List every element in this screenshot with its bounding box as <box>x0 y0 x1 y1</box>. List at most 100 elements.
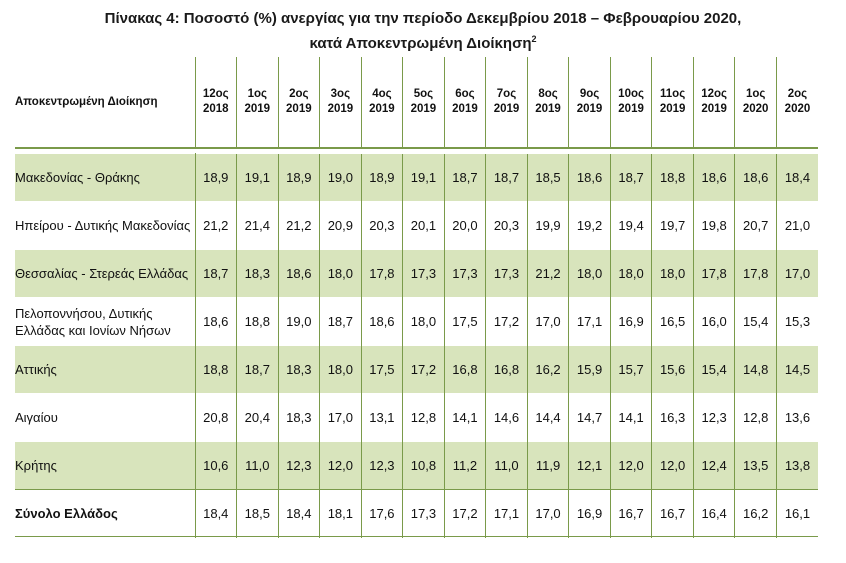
rate-cell: 20,9 <box>319 201 362 250</box>
rate-cell: 18,6 <box>194 297 237 346</box>
rate-cell: 13,6 <box>775 393 818 442</box>
rate-cell: 17,8 <box>360 249 403 298</box>
table-row: Πελοποννήσου, Δυτικής Ελλάδας και Ιονίων… <box>15 297 818 346</box>
rate-cell: 17,0 <box>526 489 569 538</box>
period-month: 5ος <box>413 88 434 100</box>
rate-cell: 18,9 <box>194 153 237 202</box>
rate-cell: 18,0 <box>319 249 362 298</box>
period-header: 9ος 2019 <box>568 57 611 149</box>
rate-cell: 19,9 <box>526 201 569 250</box>
rate-cell: 13,5 <box>734 441 777 490</box>
rate-cell: 18,3 <box>277 393 320 442</box>
period-header: 4ος 2019 <box>360 57 403 149</box>
rate-cell: 14,8 <box>734 345 777 394</box>
title-line-2-text: κατά Αποκεντρωμένη Διοίκηση <box>309 35 532 52</box>
rate-cell: 19,4 <box>609 201 652 250</box>
period-header: 12ος 2018 <box>194 57 237 149</box>
table-bottom-rule <box>15 536 818 537</box>
rate-cell: 18,6 <box>734 153 777 202</box>
period-year: 2020 <box>784 103 811 115</box>
rate-cell: 18,3 <box>277 345 320 394</box>
period-year: 2019 <box>576 103 603 115</box>
rate-cell: 18,4 <box>277 489 320 538</box>
rate-cell: 19,0 <box>277 297 320 346</box>
period-year: 2019 <box>286 103 312 115</box>
period-header: 2ος 2020 <box>775 57 818 149</box>
rate-cell: 14,6 <box>485 393 528 442</box>
rate-cell: 11,2 <box>443 441 486 490</box>
period-month: 12ος <box>701 88 728 100</box>
rate-cell: 17,0 <box>526 297 569 346</box>
period-month: 8ος <box>538 88 558 100</box>
rate-cell: 17,2 <box>402 345 445 394</box>
rate-cell: 17,5 <box>360 345 403 394</box>
rate-cell: 17,2 <box>443 489 486 538</box>
title-line-1: Πίνακας 4: Ποσοστό (%) ανεργίας για την … <box>104 10 742 27</box>
rate-cell: 17,8 <box>692 249 735 298</box>
table-title: Πίνακας 4: Ποσοστό (%) ανεργίας για την … <box>0 9 846 54</box>
rate-cell: 13,1 <box>360 393 403 442</box>
period-header: 12ος 2019 <box>692 57 735 149</box>
table-row: Ηπείρου - Δυτικής Μακεδονίας 21,2 21,4 21,2… <box>15 201 818 250</box>
rate-cell: 16,7 <box>609 489 652 538</box>
region-name: Σύνολο Ελλάδος <box>15 489 196 538</box>
period-month: 4ος <box>372 88 392 100</box>
rate-cell: 12,4 <box>692 441 735 490</box>
rate-cell: 16,3 <box>651 393 694 442</box>
period-header: 2ος 2019 <box>277 57 320 149</box>
rate-cell: 17,3 <box>443 249 486 298</box>
rate-cell: 17,1 <box>485 489 528 538</box>
period-header: 3ος 2019 <box>319 57 362 149</box>
region-name: Κρήτης <box>15 441 196 490</box>
table-row: Αιγαίου 20,8 20,4 18,3 17,0 13,1 12,8 14,1 14,6 1… <box>15 393 818 442</box>
period-month: 11ος <box>660 88 686 100</box>
rate-cell: 11,9 <box>526 441 569 490</box>
period-year: 2019 <box>452 103 478 115</box>
rate-cell: 17,6 <box>360 489 403 538</box>
rate-cell: 18,6 <box>277 249 320 298</box>
rate-cell: 18,4 <box>194 489 237 538</box>
rate-cell: 12,0 <box>651 441 694 490</box>
period-header: 10ος 2019 <box>609 57 652 149</box>
rate-cell: 16,8 <box>443 345 486 394</box>
period-month: 6ος <box>455 88 475 100</box>
period-month: 12ος <box>202 88 229 100</box>
rate-cell: 20,0 <box>443 201 486 250</box>
rate-cell: 19,8 <box>692 201 735 250</box>
rate-cell: 18,5 <box>236 489 279 538</box>
period-month: 2ος <box>289 88 309 100</box>
rate-cell: 13,8 <box>775 441 818 490</box>
rate-cell: 17,5 <box>443 297 486 346</box>
rate-cell: 14,1 <box>443 393 486 442</box>
rate-cell: 20,7 <box>734 201 777 250</box>
period-year: 2019 <box>244 103 271 115</box>
period-header: 1ος 2020 <box>734 57 777 149</box>
rate-cell: 20,4 <box>236 393 279 442</box>
rate-cell: 21,2 <box>194 201 237 250</box>
rate-cell: 20,8 <box>194 393 237 442</box>
rate-cell: 16,2 <box>526 345 569 394</box>
rate-cell: 16,0 <box>692 297 735 346</box>
rate-cell: 15,4 <box>734 297 777 346</box>
rate-cell: 18,9 <box>277 153 320 202</box>
rate-cell: 19,7 <box>651 201 694 250</box>
rate-cell: 11,0 <box>236 441 279 490</box>
rate-cell: 17,0 <box>319 393 362 442</box>
rate-cell: 20,1 <box>402 201 445 250</box>
rate-cell: 10,6 <box>194 441 237 490</box>
region-name: Μακεδονίας - Θράκης <box>15 153 196 202</box>
rate-cell: 15,3 <box>775 297 818 346</box>
rate-cell: 12,8 <box>402 393 445 442</box>
period-year: 2019 <box>701 103 727 115</box>
rate-cell: 15,4 <box>692 345 735 394</box>
rate-cell: 16,1 <box>775 489 818 538</box>
period-year: 2018 <box>202 103 229 115</box>
rate-cell: 16,2 <box>734 489 777 538</box>
table-body: Μακεδονίας - Θράκης 18,9 19,1 18,9 19,0 18,9 1… <box>15 148 818 538</box>
rate-cell: 21,0 <box>775 201 818 250</box>
period-year: 2019 <box>493 103 520 115</box>
footnote-mark: 2 <box>531 34 537 44</box>
rate-cell: 12,3 <box>692 393 735 442</box>
rate-cell: 16,8 <box>485 345 528 394</box>
rate-cell: 18,0 <box>568 249 611 298</box>
